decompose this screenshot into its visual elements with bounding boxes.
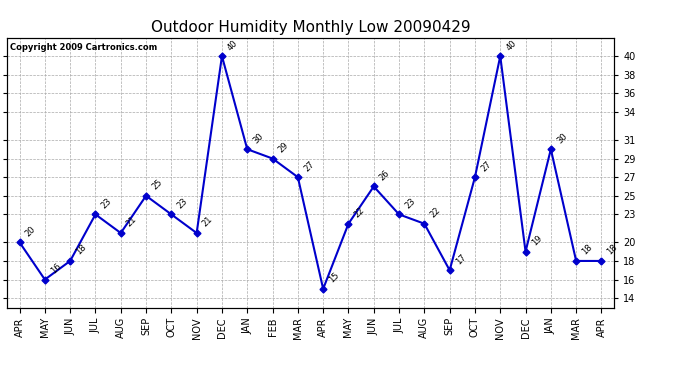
Text: 25: 25 <box>150 178 164 192</box>
Text: 18: 18 <box>580 243 594 257</box>
Text: 30: 30 <box>555 131 569 145</box>
Text: 29: 29 <box>277 141 290 154</box>
Text: 26: 26 <box>378 168 392 182</box>
Text: 27: 27 <box>302 159 316 173</box>
Text: 23: 23 <box>99 196 113 210</box>
Text: 40: 40 <box>504 38 518 52</box>
Text: 23: 23 <box>175 196 189 210</box>
Text: 18: 18 <box>75 243 88 257</box>
Text: 22: 22 <box>353 206 366 219</box>
Text: 40: 40 <box>226 38 240 52</box>
Text: 15: 15 <box>327 271 341 285</box>
Text: 19: 19 <box>530 234 544 248</box>
Text: 27: 27 <box>479 159 493 173</box>
Text: Copyright 2009 Cartronics.com: Copyright 2009 Cartronics.com <box>10 43 157 52</box>
Text: 21: 21 <box>201 215 215 229</box>
Text: 21: 21 <box>125 215 139 229</box>
Text: 30: 30 <box>251 131 265 145</box>
Text: 23: 23 <box>403 196 417 210</box>
Text: 17: 17 <box>454 252 468 266</box>
Text: 18: 18 <box>606 243 620 257</box>
Text: 22: 22 <box>428 206 442 219</box>
Text: 20: 20 <box>23 224 37 238</box>
Title: Outdoor Humidity Monthly Low 20090429: Outdoor Humidity Monthly Low 20090429 <box>150 20 471 35</box>
Text: 16: 16 <box>49 261 63 275</box>
